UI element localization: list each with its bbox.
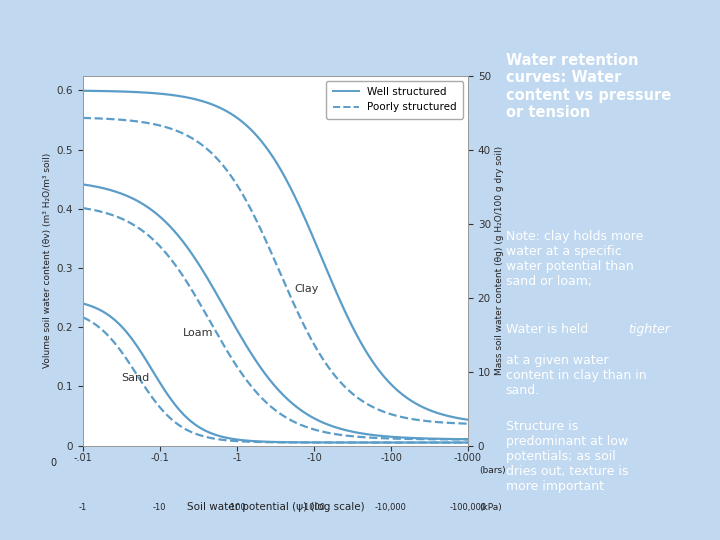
Text: -10,000: -10,000 [375, 503, 407, 512]
Text: Water is held: Water is held [505, 323, 592, 336]
Text: (bars): (bars) [480, 466, 506, 475]
Y-axis label: Mass soil water content (θg) (g H₂O/100 g dry soil): Mass soil water content (θg) (g H₂O/100 … [495, 146, 504, 375]
Text: -100: -100 [228, 503, 246, 512]
Text: -1: -1 [78, 503, 87, 512]
Text: Water retention
curves: Water
content vs pressure
or tension: Water retention curves: Water content vs… [505, 53, 671, 120]
Text: at a given water
content in clay than in
sand.: at a given water content in clay than in… [505, 354, 647, 397]
Legend: Well structured, Poorly structured: Well structured, Poorly structured [326, 81, 463, 118]
X-axis label: Soil water potential (ψ) (log scale): Soil water potential (ψ) (log scale) [186, 502, 364, 512]
Text: 0: 0 [50, 458, 57, 468]
Text: Note: clay holds more
water at a specific
water potential than
sand or loam;: Note: clay holds more water at a specifi… [505, 230, 643, 288]
Y-axis label: Volume soil water content (θv) (m³ H₂O/m³ soil): Volume soil water content (θv) (m³ H₂O/m… [43, 153, 53, 368]
Text: -1000: -1000 [302, 503, 326, 512]
Text: Sand: Sand [121, 373, 150, 383]
Text: -100,000: -100,000 [449, 503, 487, 512]
Text: -10: -10 [153, 503, 166, 512]
Text: Loam: Loam [183, 328, 213, 339]
Text: tighter: tighter [628, 323, 670, 336]
Text: Clay: Clay [294, 284, 319, 294]
Text: (kPa): (kPa) [480, 503, 503, 512]
Text: Structure is
predominant at low
potentials; as soil
dries out, texture is
more i: Structure is predominant at low potentia… [505, 420, 628, 493]
